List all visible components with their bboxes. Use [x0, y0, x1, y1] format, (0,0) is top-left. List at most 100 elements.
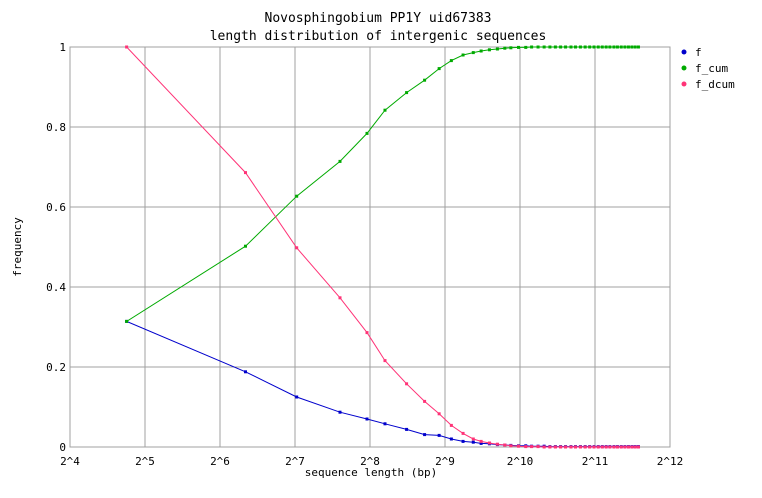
- data-point: [125, 319, 129, 323]
- data-point: [604, 45, 608, 49]
- legend-marker: [681, 81, 687, 87]
- data-point: [583, 445, 587, 449]
- y-tick-label: 0.6: [46, 201, 66, 214]
- data-point: [437, 433, 441, 437]
- data-point: [536, 45, 540, 49]
- data-point: [592, 45, 596, 49]
- data-point: [564, 45, 568, 49]
- data-point: [517, 45, 521, 49]
- data-point: [423, 399, 427, 403]
- data-point: [612, 45, 616, 49]
- series-line: [126, 46, 639, 448]
- data-point: [365, 417, 369, 421]
- x-tick-label: 2^4: [60, 455, 80, 468]
- data-point: [542, 445, 546, 449]
- data-point: [243, 370, 247, 374]
- x-tick-label: 2^7: [285, 455, 305, 468]
- series-f-cum: [125, 45, 640, 323]
- legend-marker: [681, 65, 687, 71]
- data-point: [619, 445, 623, 449]
- data-point: [487, 441, 491, 445]
- data-point: [536, 445, 540, 449]
- y-tick-label: 0.8: [46, 121, 66, 134]
- data-point: [495, 442, 499, 446]
- y-tick-label: 0.2: [46, 361, 66, 374]
- y-tick-label: 1: [59, 41, 66, 54]
- x-tick-label: 2^6: [210, 455, 230, 468]
- data-point: [423, 78, 427, 82]
- data-point: [578, 45, 582, 49]
- data-point: [503, 443, 507, 447]
- legend: f f_cum f_dcum: [681, 46, 735, 91]
- data-point: [495, 47, 499, 51]
- series-line: [126, 46, 639, 322]
- data-point: [365, 131, 369, 135]
- series-f-dcum: [125, 45, 640, 449]
- data-point: [548, 45, 552, 49]
- data-point: [405, 427, 409, 431]
- x-tick-label: 2^12: [657, 455, 684, 468]
- data-point: [553, 445, 557, 449]
- y-tick-label: 0.4: [46, 281, 66, 294]
- data-point: [608, 445, 612, 449]
- data-point: [295, 395, 299, 399]
- data-point: [564, 445, 568, 449]
- data-point: [633, 445, 637, 449]
- data-point: [517, 444, 521, 448]
- data-point: [636, 445, 640, 449]
- data-point: [553, 45, 557, 49]
- data-point: [596, 445, 600, 449]
- data-point: [600, 445, 604, 449]
- data-point: [573, 45, 577, 49]
- data-point: [471, 437, 475, 441]
- data-point: [600, 45, 604, 49]
- data-point: [423, 433, 427, 437]
- data-point: [295, 194, 299, 198]
- y-tick-label: 0: [59, 441, 66, 454]
- series-line: [126, 320, 639, 448]
- data-point: [583, 45, 587, 49]
- legend-label: f_cum: [695, 62, 728, 75]
- data-point: [626, 445, 630, 449]
- data-point: [530, 445, 534, 449]
- data-point: [295, 246, 299, 250]
- data-point: [524, 445, 528, 449]
- data-point: [619, 45, 623, 49]
- data-point: [596, 45, 600, 49]
- data-point: [530, 45, 534, 49]
- data-point: [548, 445, 552, 449]
- x-tick-label: 2^5: [135, 455, 155, 468]
- data-point: [633, 45, 637, 49]
- data-point: [615, 45, 619, 49]
- data-point: [630, 445, 634, 449]
- series-layer: [125, 45, 640, 449]
- data-point: [569, 45, 573, 49]
- data-point: [383, 108, 387, 112]
- data-point: [630, 45, 634, 49]
- data-point: [479, 49, 483, 53]
- y-axis-label: frequency: [11, 217, 24, 277]
- data-point: [503, 46, 507, 50]
- series-f: [125, 319, 640, 449]
- data-point: [626, 45, 630, 49]
- legend-label: f_dcum: [695, 78, 735, 91]
- data-point: [449, 59, 453, 63]
- legend-marker: [681, 49, 687, 55]
- x-tick-label: 2^11: [582, 455, 609, 468]
- chart-title: Novosphingobium PP1Y uid67383: [265, 11, 492, 26]
- data-point: [365, 331, 369, 335]
- data-point: [125, 45, 129, 49]
- data-point: [449, 423, 453, 427]
- data-point: [405, 382, 409, 386]
- data-point: [604, 445, 608, 449]
- data-point: [479, 441, 483, 445]
- data-point: [479, 439, 483, 443]
- data-point: [461, 439, 465, 443]
- legend-label: f: [695, 46, 702, 59]
- data-point: [243, 244, 247, 248]
- data-point: [383, 359, 387, 363]
- data-point: [615, 445, 619, 449]
- data-point: [588, 45, 592, 49]
- x-tick-label: 2^8: [360, 455, 380, 468]
